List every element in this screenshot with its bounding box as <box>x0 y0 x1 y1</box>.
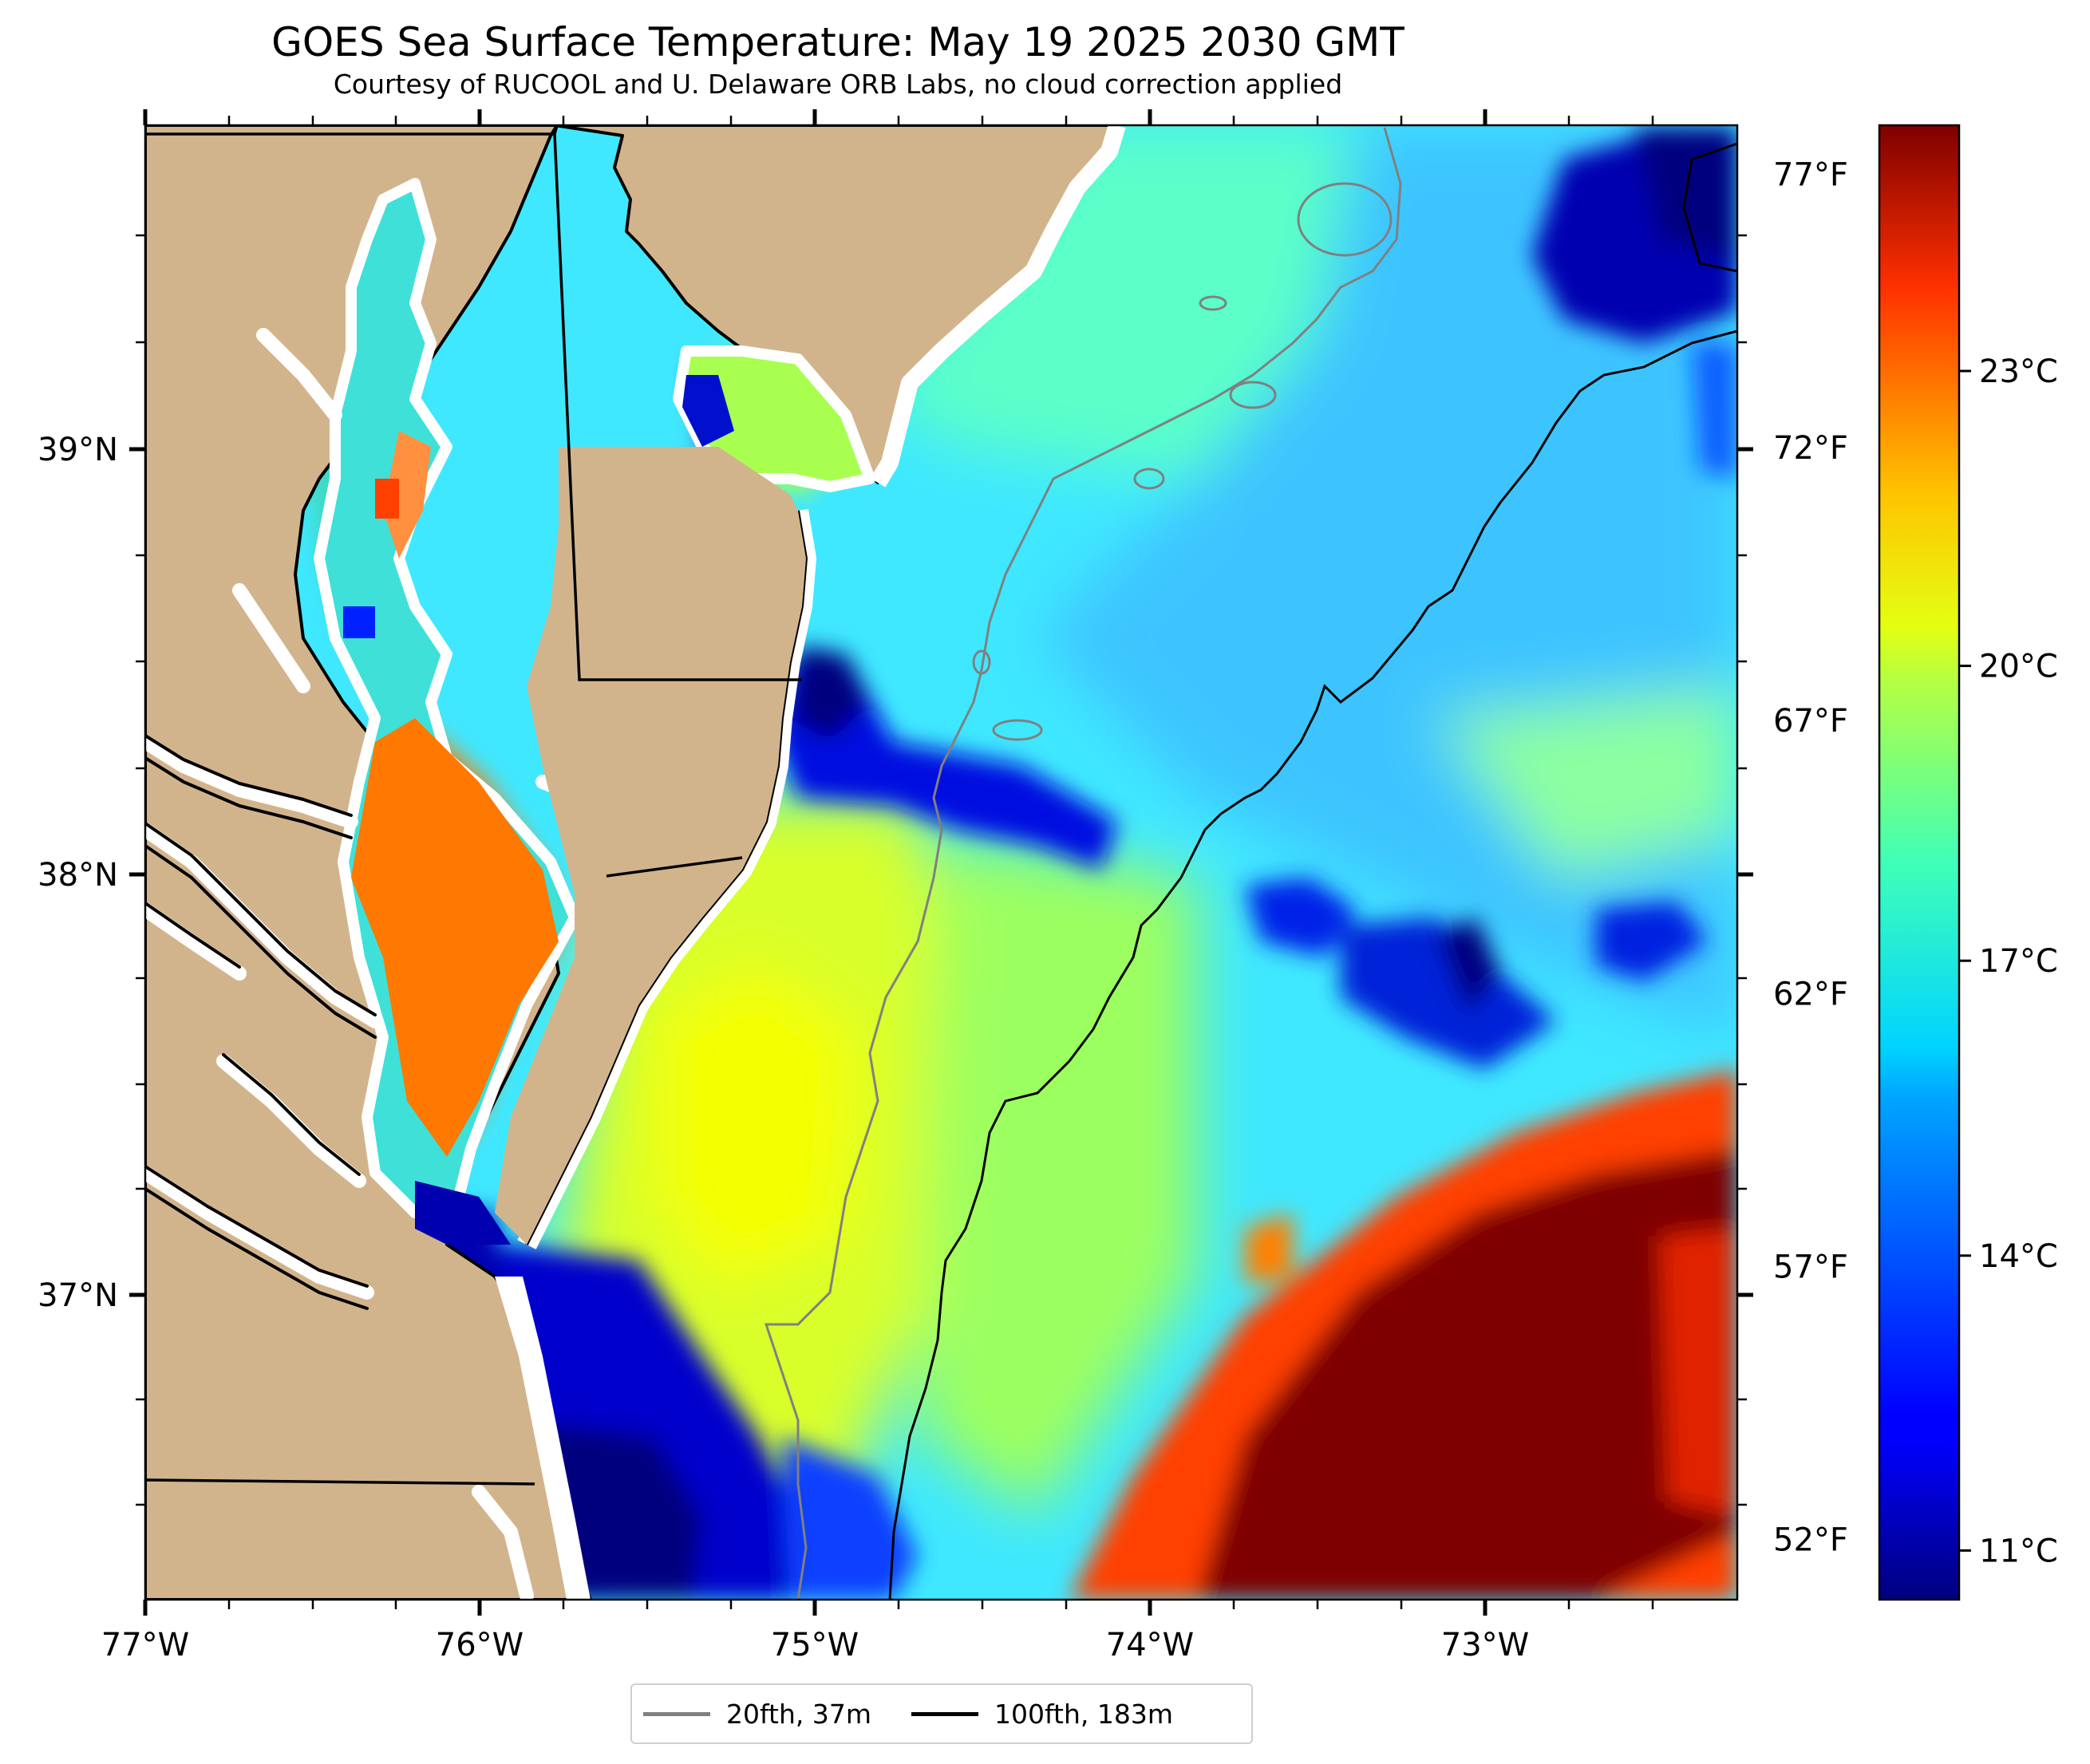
lat-label-39n: 39°N <box>38 432 118 468</box>
lon-major-ticks <box>143 109 1487 1616</box>
celsius-label: 20°C <box>1979 649 2058 685</box>
fahrenheit-label: 52°F <box>1773 1522 1848 1559</box>
celsius-label: 14°C <box>1979 1238 2058 1275</box>
lon-minor-ticks <box>227 116 1654 1609</box>
legend-label-20fth: 20fth, 37m <box>726 1698 871 1730</box>
fahrenheit-label: 72°F <box>1773 430 1848 467</box>
legend-line-black <box>911 1711 978 1716</box>
lat-minor-ticks <box>136 234 1747 1506</box>
legend-label-100fth: 100fth, 183m <box>994 1698 1173 1730</box>
legend-item-20fth: 20fth, 37m <box>643 1699 871 1730</box>
lon-label-76w: 76°W <box>436 1627 523 1663</box>
legend-line-grey <box>643 1711 710 1716</box>
lat-major-ticks <box>129 447 1753 1297</box>
celsius-label: 11°C <box>1979 1533 2058 1569</box>
lon-label-74w: 74°W <box>1106 1627 1194 1663</box>
lat-label-38n: 38°N <box>38 857 118 894</box>
fahrenheit-axis: 77°F 72°F 67°F 62°F 57°F 52°F <box>1773 157 1848 1559</box>
celsius-label: 17°C <box>1979 943 2058 980</box>
fahrenheit-label: 67°F <box>1773 703 1848 740</box>
map-subtitle: Courtesy of RUCOOL and U. Delaware ORB L… <box>333 69 1343 100</box>
isobath-legend: 20fth, 37m 100fth, 183m <box>630 1683 1253 1744</box>
map-frame <box>144 124 1739 1601</box>
lat-label-37n: 37°N <box>38 1277 118 1314</box>
colorbar <box>1878 124 1961 1601</box>
celsius-label: 23°C <box>1979 353 2058 390</box>
fahrenheit-label: 57°F <box>1773 1249 1848 1285</box>
fahrenheit-label: 77°F <box>1773 157 1848 194</box>
celsius-axis: 23°C 20°C 17°C 14°C 11°C <box>1959 353 2058 1569</box>
lon-label-73w: 73°W <box>1441 1627 1529 1663</box>
fahrenheit-label: 62°F <box>1773 976 1848 1012</box>
lon-label-75w: 75°W <box>771 1627 859 1663</box>
legend-item-100fth: 100fth, 183m <box>911 1699 1173 1730</box>
map-title: GOES Sea Surface Temperature: May 19 202… <box>271 19 1405 65</box>
lon-label-77w: 77°W <box>101 1627 189 1663</box>
sst-field <box>145 125 1737 1600</box>
